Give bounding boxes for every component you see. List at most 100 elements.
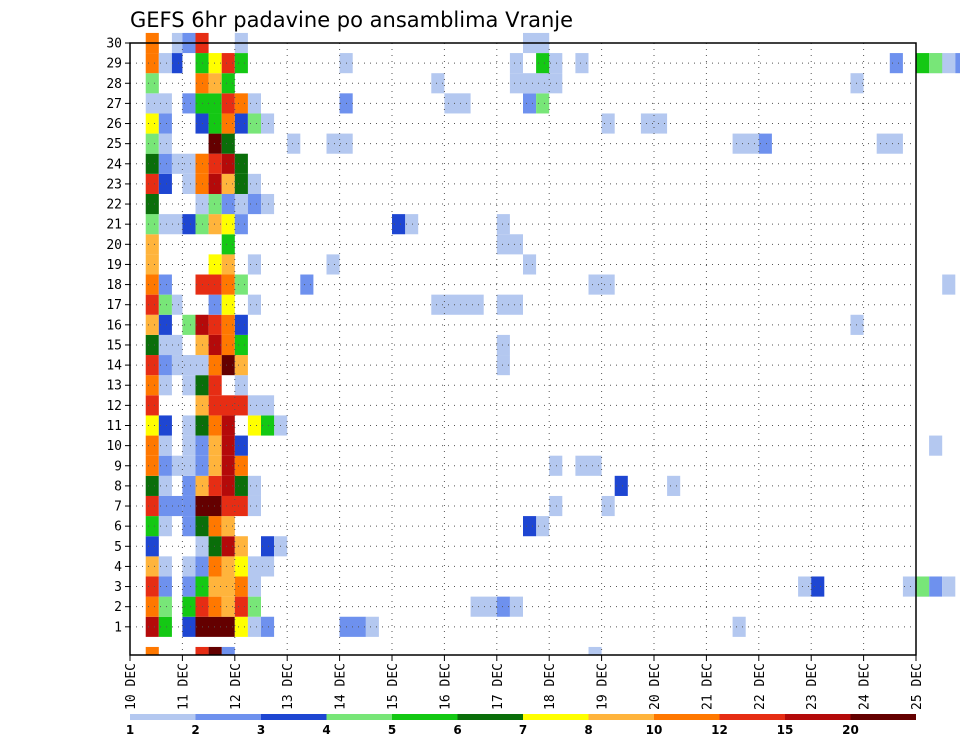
- heat-cell: [182, 576, 196, 597]
- y-tick-label: 27: [106, 97, 122, 112]
- heat-cell: [929, 53, 943, 74]
- colorbar-segment: [850, 714, 916, 720]
- heat-cell: [234, 274, 248, 295]
- heat-cell: [182, 173, 196, 194]
- heat-cell: [208, 375, 222, 396]
- heat-cell: [234, 455, 248, 476]
- heat-cell: [247, 294, 261, 315]
- colorbar-segment: [261, 714, 327, 720]
- heat-cell: [247, 596, 261, 617]
- y-tick-label: 10: [106, 439, 122, 454]
- heat-cell: [145, 173, 159, 194]
- heat-cell: [208, 646, 222, 655]
- y-tick-label: 21: [106, 218, 122, 233]
- heat-cell: [247, 576, 261, 597]
- y-tick-label: 2: [114, 600, 122, 615]
- heat-cell: [208, 395, 248, 416]
- heat-cell: [496, 214, 510, 235]
- heat-cell: [221, 73, 235, 94]
- heat-cell: [158, 153, 172, 174]
- heat-cell: [158, 596, 172, 617]
- heat-cell: [523, 254, 537, 275]
- heat-cell: [536, 53, 550, 74]
- heat-cell: [326, 254, 340, 275]
- heat-cell: [208, 475, 222, 496]
- heat-cell: [247, 415, 261, 436]
- plot-frame: [129, 42, 917, 656]
- y-tick-label: 17: [106, 298, 122, 313]
- heat-cell: [145, 646, 159, 655]
- heat-cell: [182, 435, 196, 456]
- heat-cell: [536, 516, 550, 537]
- heat-cell: [850, 73, 864, 94]
- heat-cell: [523, 516, 537, 537]
- heat-cell: [221, 113, 235, 134]
- heat-cell: [798, 576, 812, 597]
- heat-cell: [221, 556, 235, 577]
- heat-cell: [496, 334, 510, 356]
- colorbar-label: 15: [777, 723, 794, 737]
- heat-cell: [247, 193, 261, 215]
- heat-cell: [850, 314, 864, 335]
- heat-cell: [208, 113, 222, 134]
- heat-cell: [234, 556, 248, 577]
- heat-cell: [145, 274, 159, 295]
- heat-cell: [208, 415, 222, 436]
- heat-cell: [601, 495, 615, 517]
- heat-cell: [158, 274, 172, 295]
- heat-cell: [158, 415, 172, 436]
- heat-cell: [182, 455, 196, 476]
- heat-cell: [145, 214, 159, 235]
- heat-cell: [145, 576, 159, 597]
- heat-cell: [221, 334, 235, 356]
- heat-cell: [221, 193, 235, 215]
- y-tick-label: 3: [114, 580, 122, 595]
- x-tick-label: 20 DEC: [648, 663, 663, 710]
- heat-cell: [221, 596, 235, 617]
- colorbar-label: 3: [257, 723, 265, 737]
- y-tick-label: 19: [106, 258, 122, 273]
- y-tick-label: 28: [106, 77, 122, 92]
- heat-cell: [208, 153, 222, 174]
- heat-cell: [182, 415, 196, 436]
- heat-cell: [158, 214, 183, 235]
- heat-cell: [195, 616, 235, 637]
- heat-cell: [221, 536, 235, 557]
- heat-cell: [667, 475, 681, 496]
- heat-cell: [182, 355, 196, 376]
- heat-cell: [575, 53, 589, 74]
- heat-cell: [221, 133, 235, 154]
- heat-cell: [889, 53, 903, 74]
- y-tick-label: 6: [114, 520, 122, 535]
- colorbar-segment: [523, 714, 589, 720]
- colorbar-segment: [195, 714, 261, 720]
- heatmap-cells: [145, 32, 960, 655]
- heat-cell: [640, 113, 668, 134]
- heat-cell: [234, 355, 248, 376]
- heat-cell: [221, 294, 235, 315]
- x-tick-label: 16 DEC: [438, 663, 453, 710]
- heat-cell: [234, 536, 248, 557]
- heat-cell: [208, 193, 222, 215]
- heat-cell: [145, 234, 159, 255]
- heat-cell: [234, 435, 248, 456]
- heat-cell: [261, 616, 275, 637]
- heat-cell: [234, 375, 248, 396]
- heat-cell: [732, 133, 759, 154]
- heat-cell: [145, 254, 159, 275]
- heat-cell: [158, 294, 172, 315]
- heat-cell: [208, 334, 222, 356]
- heat-cell: [208, 214, 222, 235]
- heat-cell: [916, 53, 930, 74]
- heat-cell: [208, 576, 235, 597]
- heat-cell: [536, 93, 550, 114]
- heat-cell: [929, 576, 943, 597]
- heat-cell: [221, 495, 248, 517]
- heat-cell: [158, 334, 183, 356]
- heat-cell: [221, 355, 235, 376]
- heat-cell: [145, 495, 159, 517]
- heat-cell: [158, 616, 172, 637]
- x-tick-label: 22 DEC: [753, 663, 768, 710]
- heat-cell: [247, 395, 275, 416]
- colorbar-label: 12: [711, 723, 728, 737]
